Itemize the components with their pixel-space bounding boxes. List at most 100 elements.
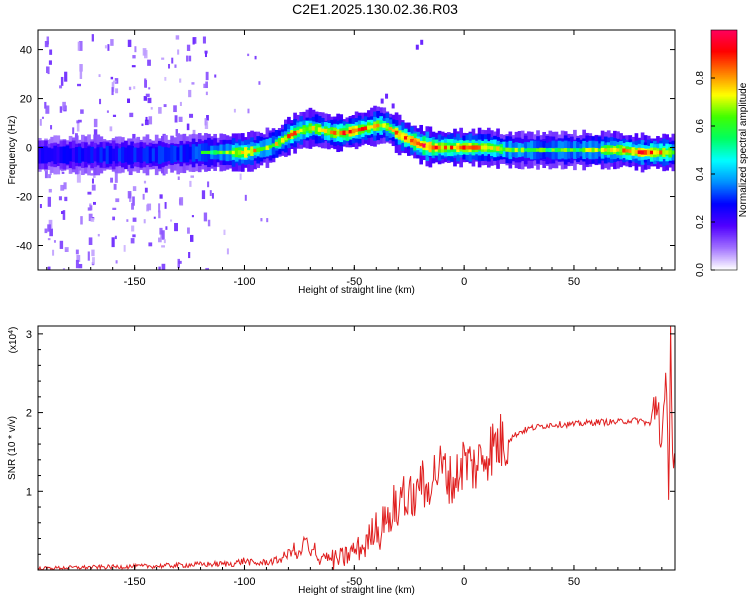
bottom-xtick-label: -50 <box>346 576 362 588</box>
noise-speckle <box>163 239 166 244</box>
noise-speckle <box>78 263 83 269</box>
colorbar-step <box>711 98 737 101</box>
colorbar-step <box>711 230 737 233</box>
colorbar-step <box>711 172 737 175</box>
colorbar-step <box>711 152 737 155</box>
noise-speckle <box>47 66 50 75</box>
colorbar: 0.0 0.2 0.4 0.6 0.8 Normalized spectral ampli… <box>695 29 749 277</box>
ridge-cell <box>588 147 593 153</box>
noise-speckle <box>59 85 63 89</box>
noise-speckle <box>41 116 44 119</box>
ridge-cell <box>96 147 101 163</box>
noise-speckle <box>59 106 63 113</box>
ridge-cell <box>363 126 368 131</box>
noise-speckle <box>147 203 152 211</box>
ridge-cell <box>296 130 300 134</box>
colorbar-step <box>711 96 737 99</box>
ridge-cell <box>656 150 660 155</box>
ridge-cell <box>566 148 571 152</box>
ridge-cell <box>357 127 362 132</box>
ridge-cell <box>121 146 125 163</box>
ridge-cell <box>142 148 147 162</box>
ridge-cell <box>136 147 141 162</box>
noise-speckle <box>175 129 178 137</box>
noise-speckle <box>112 80 117 83</box>
noise-speckle <box>158 237 162 243</box>
ridge-cell <box>450 145 454 150</box>
ridge-cell <box>50 148 54 162</box>
noise-speckle <box>205 267 209 270</box>
ridge-cell <box>114 146 119 164</box>
noise-speckle <box>39 118 42 126</box>
colorbar-step <box>711 260 737 263</box>
ridge-cell <box>640 150 645 155</box>
noise-speckle <box>47 238 51 241</box>
noise-speckle <box>132 234 136 238</box>
noise-speckle <box>132 133 136 143</box>
ridge-cell <box>554 147 559 153</box>
noise-speckle <box>91 184 96 191</box>
colorbar-step <box>711 232 737 235</box>
noise-speckle <box>48 174 51 179</box>
noise-speckle <box>53 240 56 243</box>
noise-speckle <box>143 96 148 101</box>
colorbar-step <box>711 250 737 253</box>
colorbar-step <box>711 70 737 73</box>
top-ytick-label: 20 <box>20 94 32 106</box>
ridge-cell <box>440 145 445 150</box>
colorbar-step <box>711 264 737 267</box>
colorbar-step <box>711 144 737 147</box>
top-ytick-label: -40 <box>16 241 32 253</box>
colorbar-step <box>711 82 737 85</box>
colorbar-step <box>711 124 737 127</box>
noise-speckle <box>79 64 83 72</box>
top-xtick-label: -100 <box>233 276 255 288</box>
top-xtick-label: -50 <box>346 276 362 288</box>
colorbar-step <box>711 218 737 221</box>
colorbar-step <box>711 138 737 141</box>
noise-speckle <box>64 71 68 82</box>
noise-speckle <box>99 98 102 105</box>
noise-speckle <box>189 180 192 187</box>
noise-speckle <box>161 263 166 270</box>
ridge-cell <box>499 147 503 151</box>
ridge-cell <box>170 144 174 164</box>
noise-speckle <box>258 81 261 85</box>
ridge-cell <box>56 147 61 163</box>
ridge-cell <box>514 147 519 153</box>
colorbar-frame <box>710 29 738 271</box>
ridge-cell <box>53 145 58 165</box>
colorbar-step <box>711 208 737 211</box>
ridge-cell <box>480 145 485 150</box>
noise-speckle <box>46 36 50 45</box>
ridge-cell <box>422 143 427 148</box>
noise-speckle <box>47 266 51 270</box>
noise-speckle <box>75 259 79 269</box>
colorbar-step <box>711 254 737 257</box>
ridge-cell <box>523 148 528 152</box>
top-y-axis-label: Frequency (Hz) <box>7 116 18 185</box>
colorbar-step <box>711 134 737 137</box>
ridge-cell <box>579 148 583 152</box>
ridge-cell <box>161 146 165 163</box>
ridge-cell <box>563 148 568 152</box>
bottom-xtick-label: 0 <box>461 576 467 588</box>
ridge-cell <box>502 147 507 152</box>
noise-speckle <box>161 245 165 248</box>
noise-speckle <box>93 118 98 128</box>
noise-speckle <box>168 63 171 69</box>
noise-speckle <box>244 194 247 201</box>
ridge-cell <box>496 146 500 151</box>
noise-speckle <box>97 233 100 237</box>
colorbar-step <box>711 54 737 57</box>
noise-speckle <box>174 115 178 123</box>
noise-speckle <box>158 203 161 213</box>
ridge-cell <box>348 129 353 134</box>
ridge-cell <box>277 140 282 145</box>
ridge-spike <box>380 98 384 104</box>
ridge-cell <box>290 132 294 137</box>
noise-speckle <box>123 245 126 252</box>
ridge-cell <box>157 145 162 164</box>
colorbar-step <box>711 226 737 229</box>
noise-speckle <box>113 183 117 190</box>
